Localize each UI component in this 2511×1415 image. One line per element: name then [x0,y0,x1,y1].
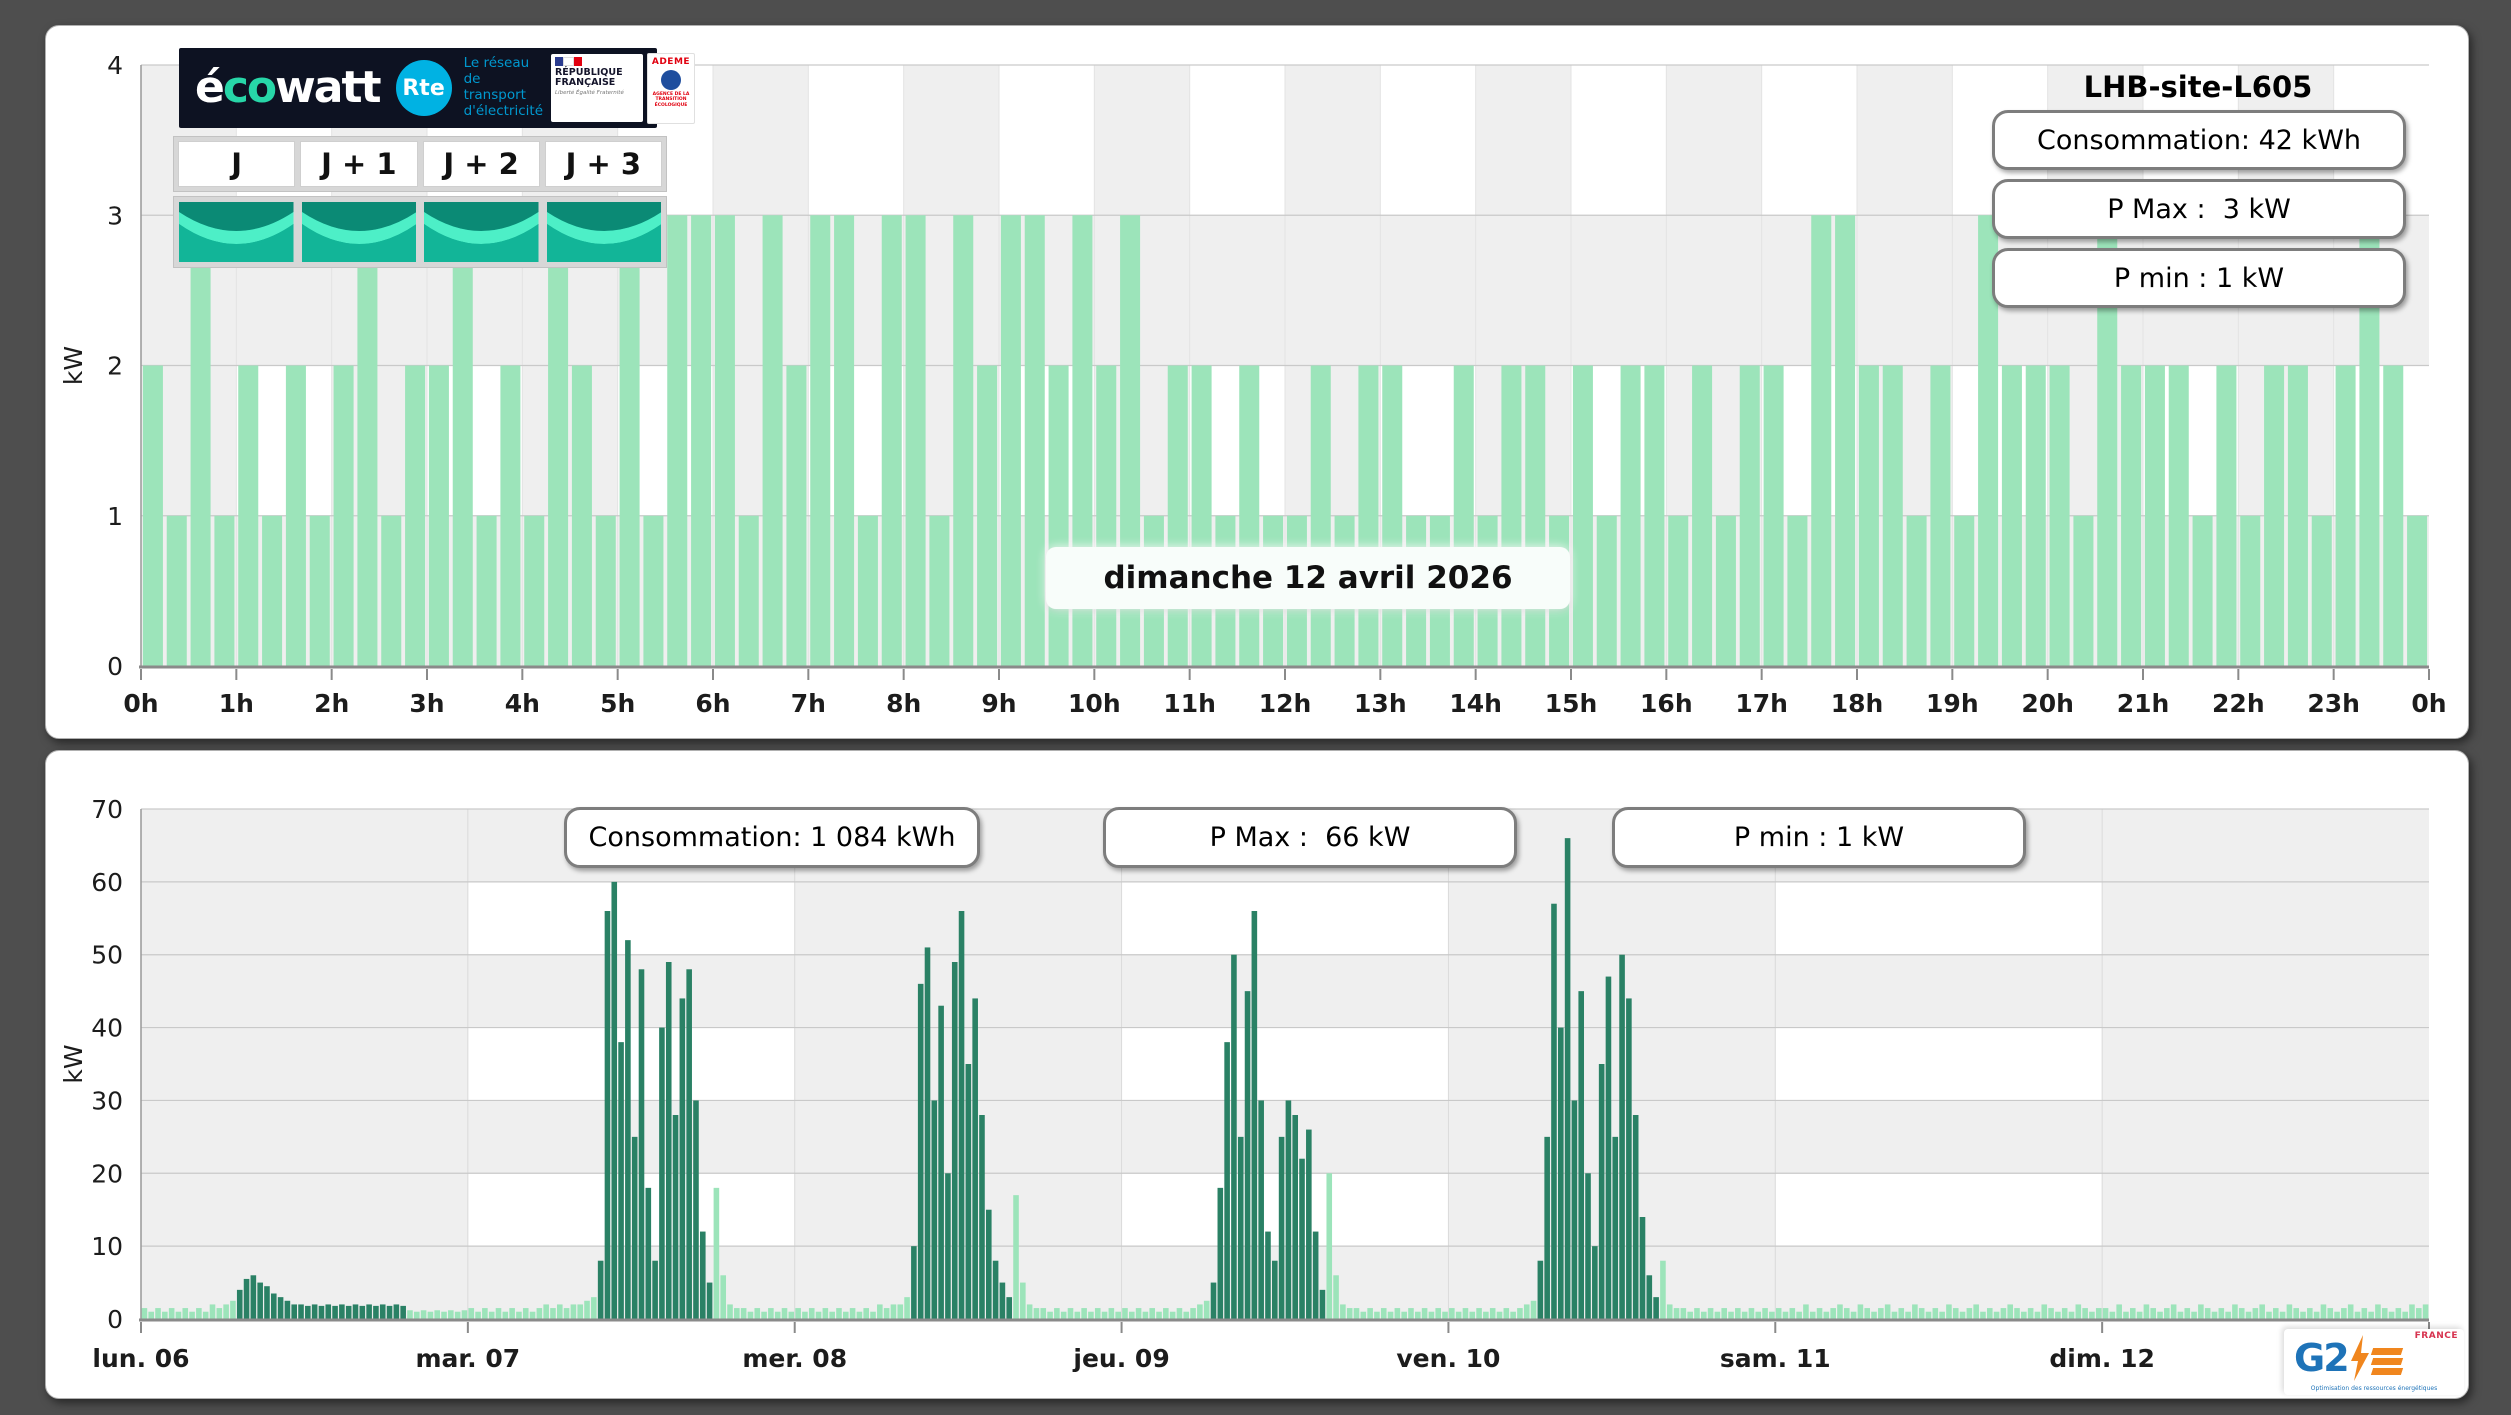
svg-text:lun. 06: lun. 06 [92,1344,189,1373]
ecowatt-logo: écowatt [195,62,382,113]
ecowatt-gauge-icon[interactable] [546,202,661,262]
svg-text:13h: 13h [1354,689,1407,718]
svg-text:1h: 1h [219,689,254,718]
svg-text:19h: 19h [1926,689,1979,718]
svg-text:7h: 7h [791,689,826,718]
svg-text:20h: 20h [2021,689,2074,718]
svg-text:30: 30 [91,1086,123,1115]
svg-text:15h: 15h [1545,689,1598,718]
rte-logo: Rte [395,60,452,116]
svg-text:23h: 23h [2307,689,2360,718]
day-tabs: J J + 1 J + 2 J + 3 [173,136,667,192]
daily-consumption-badge: Consommation: 42 kWh [1992,110,2406,170]
tab-day-j1[interactable]: J + 1 [300,141,418,187]
svg-text:4: 4 [107,51,123,80]
svg-text:12h: 12h [1259,689,1312,718]
svg-text:mer. 08: mer. 08 [742,1344,847,1373]
svg-text:0h: 0h [123,689,158,718]
svg-text:18h: 18h [1831,689,1884,718]
g2e-wordmark: G2 [2294,1336,2350,1380]
ecowatt-banner: écowatt Rte Le réseau de transport d'éle… [179,48,695,128]
ademe-globe-icon [660,69,681,90]
daily-panel: 0h 1h 2h 3h 4h 5h 6h 7h 8h 9h 10h 11h 12h 13h 14h 15h 16… [45,25,2469,739]
svg-text:2: 2 [107,352,123,381]
site-title: LHB-site-L605 [2083,70,2313,104]
svg-text:10h: 10h [1068,689,1121,718]
french-flag-icon [554,57,582,66]
svg-text:11h: 11h [1163,689,1216,718]
date-label: dimanche 12 avril 2026 [1046,547,1570,609]
svg-text:50: 50 [91,941,123,970]
svg-text:10: 10 [91,1232,123,1261]
svg-text:14h: 14h [1449,689,1502,718]
svg-text:9h: 9h [981,689,1016,718]
weekly-consumption-badge: Consommation: 1 084 kWh [564,807,980,868]
svg-text:sam. 11: sam. 11 [1720,1344,1831,1373]
svg-text:dim. 12: dim. 12 [2049,1344,2155,1373]
svg-text:40: 40 [91,1014,123,1043]
svg-text:60: 60 [91,868,123,897]
svg-text:5h: 5h [600,689,635,718]
g2e-e-icon [2370,1347,2403,1375]
svg-text:0: 0 [107,1305,123,1334]
weekly-panel: lun. 06 mar. 07 mer. 08 jeu. 09 ven. 10 sam. … [45,750,2469,1399]
svg-text:3h: 3h [409,689,444,718]
weekly-pmin-badge: P min : 1 kW [1612,807,2026,868]
republique-francaise-logo: RÉPUBLIQUE FRANÇAISE Liberté Égalité Frat… [550,54,643,122]
svg-text:mar. 07: mar. 07 [416,1344,521,1373]
svg-text:22h: 22h [2212,689,2265,718]
svg-text:ven. 10: ven. 10 [1396,1344,1500,1373]
svg-text:17h: 17h [1735,689,1788,718]
lightning-bolt-icon [2350,1335,2369,1381]
svg-text:8h: 8h [886,689,921,718]
svg-text:21h: 21h [2117,689,2170,718]
tab-day-j2[interactable]: J + 2 [422,141,540,187]
tab-day-j3[interactable]: J + 3 [544,141,662,187]
ecowatt-gauge-icon[interactable] [179,202,294,262]
svg-text:4h: 4h [505,689,540,718]
weekly-pmax-badge: P Max : 66 kW [1103,807,1517,868]
svg-text:3: 3 [107,201,123,230]
g2e-tagline: Optimisation des ressources énergétiques [2310,1385,2438,1392]
g2e-france-label: FRANCE [2414,1331,2458,1341]
svg-text:0h: 0h [2411,689,2446,718]
ademe-logo: ADEME AGENCE DE LA TRANSITION ÉCOLOGIQUE [646,52,695,124]
svg-text:0: 0 [107,652,123,681]
svg-text:kW: kW [59,346,88,385]
svg-text:1: 1 [107,502,123,531]
svg-text:jeu. 09: jeu. 09 [1072,1344,1169,1373]
ecowatt-gauge-icon[interactable] [424,202,539,262]
daily-pmax-badge: P Max : 3 kW [1992,179,2406,239]
daily-pmin-badge: P min : 1 kW [1992,248,2406,308]
svg-text:6h: 6h [695,689,730,718]
svg-text:20: 20 [91,1159,123,1188]
ecowatt-gauge-icon[interactable] [301,202,416,262]
svg-text:2h: 2h [314,689,349,718]
g2e-logo: FRANCE G2 Optimisation des ressources én… [2284,1329,2464,1395]
svg-text:70: 70 [91,795,123,824]
svg-text:kW: kW [59,1044,88,1083]
ecowatt-signal-gauges [173,196,667,268]
rte-tagline: Le réseau de transport d'électricité [463,55,543,119]
svg-text:16h: 16h [1640,689,1693,718]
tab-day-j[interactable]: J [178,141,296,187]
